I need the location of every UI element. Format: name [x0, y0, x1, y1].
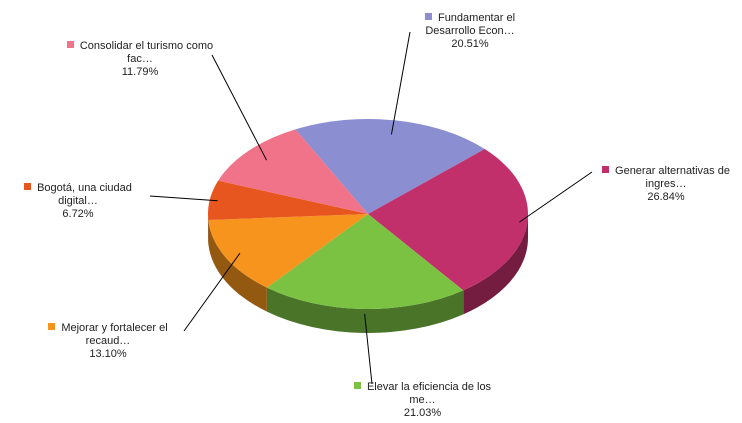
label-value: 6.72%	[62, 208, 94, 220]
slice-side	[463, 214, 528, 315]
slice	[368, 149, 529, 291]
leader-line	[364, 313, 373, 385]
data-label: Consolidar el turismo como fac… 11.79%	[55, 40, 225, 79]
legend-swatch	[424, 13, 432, 20]
label-text: Mejorar y fortalecer el recaud…	[61, 322, 168, 347]
legend-swatch	[66, 41, 74, 48]
label-text: Elevar la eficiencia de los me…	[366, 381, 492, 406]
label-value: 26.84%	[647, 191, 685, 203]
label-text: Fundamentar el Desarrollo Econ…	[425, 12, 516, 37]
slice	[218, 129, 368, 214]
label-text: Consolidar el turismo como fac…	[79, 40, 214, 65]
data-label: Fundamentar el Desarrollo Econ… 20.51%	[405, 12, 535, 51]
label-value: 11.79%	[121, 66, 159, 78]
data-label: Bogotá, una ciudad digital… 6.72%	[8, 182, 148, 221]
leader-line	[149, 195, 218, 202]
slice	[208, 180, 368, 221]
slice	[266, 214, 464, 309]
data-label: Mejorar y fortalecer el recaud… 13.10%	[28, 322, 188, 361]
legend-swatch	[24, 183, 32, 190]
label-text: Bogotá, una ciudad digital…	[37, 182, 132, 207]
legend-swatch	[353, 382, 361, 389]
leader-line	[183, 252, 241, 332]
label-value: 13.10%	[89, 348, 127, 360]
label-text: Generar alternativas de ingres…	[615, 165, 730, 190]
slice-side	[208, 220, 267, 312]
slice-side	[266, 287, 464, 333]
data-label: Generar alternativas de ingres… 26.84%	[592, 165, 740, 204]
legend-swatch	[48, 323, 56, 330]
data-label: Elevar la eficiencia de los me… 21.03%	[345, 381, 500, 420]
slice	[208, 214, 368, 288]
leader-line	[519, 171, 593, 223]
slice	[295, 119, 485, 214]
legend-swatch	[602, 166, 610, 173]
leader-line	[211, 54, 268, 161]
label-value: 21.03%	[403, 407, 442, 419]
label-value: 20.51%	[451, 38, 489, 50]
leader-line	[390, 31, 411, 135]
